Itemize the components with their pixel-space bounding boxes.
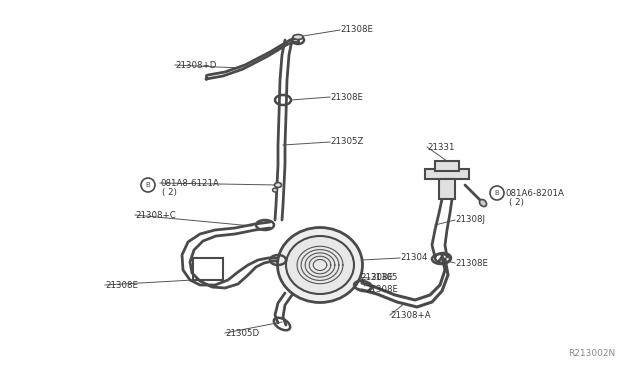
- Text: 21308E: 21308E: [360, 273, 393, 282]
- Text: 21308E: 21308E: [330, 93, 363, 102]
- Bar: [425, 169, 469, 179]
- Text: 081A6-8201A: 081A6-8201A: [505, 189, 564, 198]
- Text: 21308+A: 21308+A: [390, 311, 431, 320]
- Text: 081A8-6121A: 081A8-6121A: [160, 179, 219, 187]
- Text: 21308E: 21308E: [340, 26, 373, 35]
- Ellipse shape: [275, 183, 282, 187]
- Text: 21308E: 21308E: [455, 259, 488, 267]
- Text: 21308J: 21308J: [455, 215, 485, 224]
- Text: 21308+C: 21308+C: [135, 211, 176, 219]
- Text: ( 2): ( 2): [509, 198, 524, 206]
- Text: ( 2): ( 2): [162, 187, 177, 196]
- Text: 21305Z: 21305Z: [330, 138, 364, 147]
- Text: 21305D: 21305D: [225, 328, 259, 337]
- Bar: [439, 179, 455, 199]
- Text: 21308E: 21308E: [105, 280, 138, 289]
- Ellipse shape: [278, 228, 362, 302]
- Text: B: B: [495, 190, 499, 196]
- Text: 21308E: 21308E: [365, 285, 398, 295]
- Text: 21305: 21305: [370, 273, 397, 282]
- Text: 21331: 21331: [427, 142, 454, 151]
- Text: 21308+D: 21308+D: [175, 61, 216, 70]
- Text: B: B: [146, 182, 150, 188]
- Bar: [435, 161, 459, 171]
- Text: R213002N: R213002N: [568, 349, 615, 358]
- Bar: [193, 258, 223, 280]
- Ellipse shape: [479, 199, 486, 206]
- Text: 21304: 21304: [400, 253, 428, 263]
- Ellipse shape: [273, 188, 278, 192]
- Ellipse shape: [293, 35, 303, 39]
- Ellipse shape: [286, 236, 354, 294]
